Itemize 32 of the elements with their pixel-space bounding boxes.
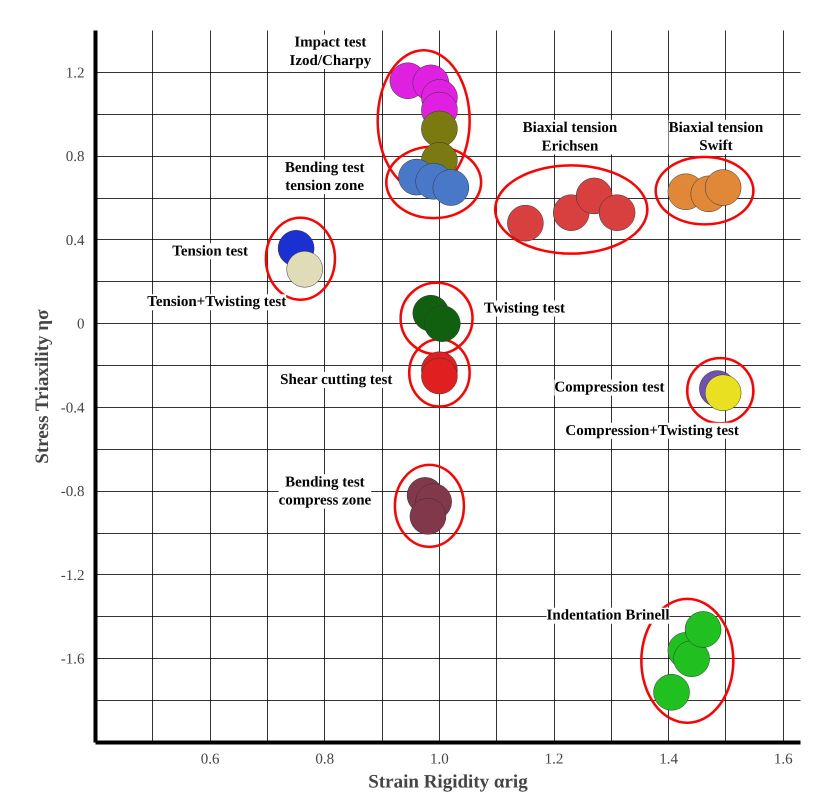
y-tick-label: -1.6	[60, 652, 85, 668]
text: Tension test	[172, 243, 248, 260]
y-tick-label: -1.2	[60, 568, 85, 584]
y-tick-label: -0.4	[60, 400, 85, 416]
x-tick-label: 1.4	[659, 752, 679, 768]
y-tick-label: 1.2	[66, 65, 84, 82]
point	[598, 194, 636, 231]
series-label: Twisting test	[484, 300, 566, 316]
series-label: Compression+Twisting test	[565, 422, 739, 439]
point	[507, 204, 544, 242]
x-axis-title: Strain Rigidity αrig	[368, 772, 528, 792]
series-label: Biaxial tension Swift	[668, 120, 764, 154]
x-tick-label: 1.2	[544, 752, 564, 768]
point	[684, 611, 722, 648]
series-label: Biaxial tension Erichsen	[522, 120, 618, 154]
y-tick-label: -0.8	[60, 484, 85, 500]
series-label: Impact test Izod/Charpy	[290, 34, 372, 69]
y-tick-label: 0.8	[66, 149, 84, 166]
series-label: Indentation Brinell	[546, 608, 670, 624]
series-label: Tension+Twisting test	[147, 294, 286, 310]
series-label: Shear cutting test	[280, 372, 392, 388]
text: Bending test tension zone	[284, 160, 364, 194]
point	[653, 674, 690, 710]
x-tick-label: 1.0	[430, 752, 449, 768]
y-axis-title: Stress Triaxility ησ	[32, 308, 53, 464]
x-tick-label: 0.8	[315, 752, 334, 768]
text: Compression test	[554, 380, 664, 396]
x-tick-label: 0.6	[200, 752, 220, 768]
text: Bending test compress zone	[278, 474, 372, 509]
y-tick-label: 0	[77, 316, 84, 333]
x-tick-label: 1.6	[774, 752, 794, 768]
y-tick-label: 0.4	[66, 232, 85, 249]
